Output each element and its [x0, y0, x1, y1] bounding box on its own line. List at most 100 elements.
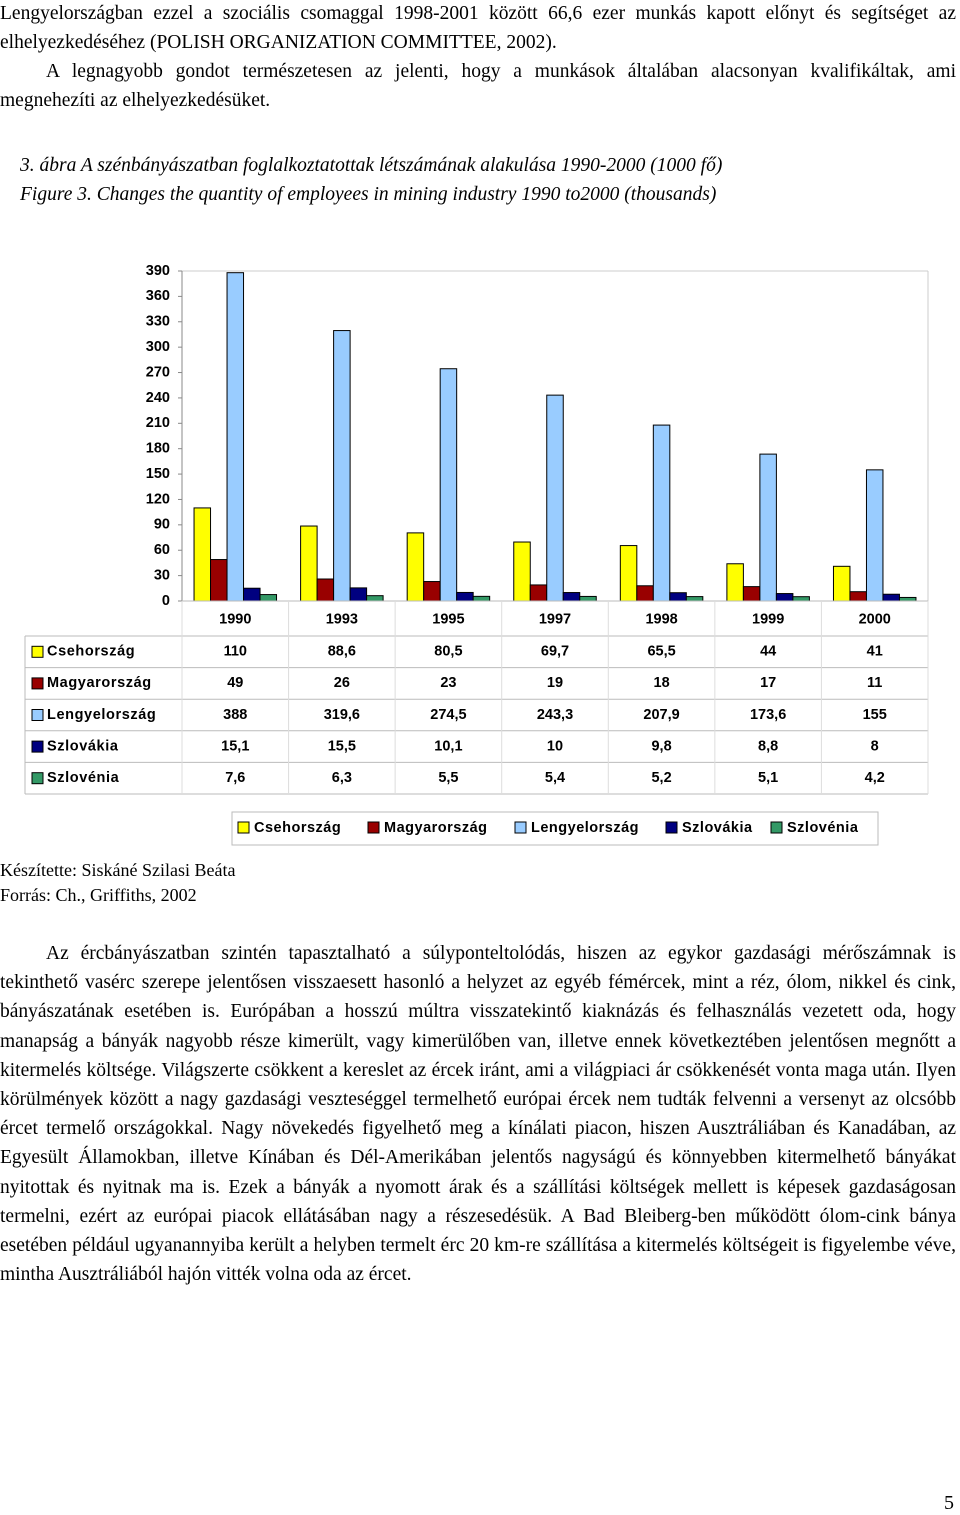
bar — [742, 586, 761, 602]
legend-swatch — [367, 821, 380, 834]
bar — [619, 545, 638, 602]
y-tick-label: 30 — [154, 567, 170, 583]
y-tick-label: 90 — [154, 517, 170, 533]
bar — [562, 592, 581, 602]
row-label: Csehország — [47, 644, 135, 660]
table-cell: 18 — [654, 675, 670, 691]
y-tick-label: 0 — [162, 593, 170, 609]
y-tick-label: 390 — [146, 263, 170, 279]
table-cell: 6,3 — [332, 770, 352, 786]
bar — [472, 595, 491, 602]
x-tick-label: 1990 — [219, 611, 251, 627]
table-cell: 110 — [224, 644, 247, 660]
legend-swatch — [237, 821, 250, 834]
table-cell: 10,1 — [434, 738, 462, 754]
bar — [882, 593, 900, 602]
table-cell: 49 — [227, 675, 243, 691]
x-tick-label: 1993 — [326, 611, 358, 627]
bar — [349, 587, 368, 602]
table-cell: 88,6 — [328, 644, 356, 660]
row-label: Magyarország — [47, 675, 152, 691]
paragraph: Lengyelországban ezzel a szociális csoma… — [0, 3, 956, 54]
table-cell: 8,8 — [758, 738, 778, 754]
table-cell: 9,8 — [651, 738, 671, 754]
bar — [726, 563, 744, 602]
table-cell: 243,3 — [537, 707, 573, 723]
legend-swatch — [31, 677, 44, 690]
figure-caption: 3. ábra A szénbányászatban foglalkoztato… — [20, 155, 723, 176]
bar — [546, 394, 564, 602]
bar — [652, 424, 671, 602]
legend-swatch — [514, 821, 527, 834]
table-cell: 5,5 — [438, 770, 458, 786]
y-tick-label: 300 — [146, 339, 170, 355]
table-cell: 19 — [547, 675, 563, 691]
chart: 0306090120150180210240270300330360390199… — [24, 263, 929, 846]
x-tick-label: 1998 — [645, 611, 677, 627]
legend-swatch — [31, 740, 44, 753]
bar — [832, 565, 851, 602]
figure-caption: Figure 3. Changes the quantity of employ… — [20, 184, 717, 205]
x-tick-label: 2000 — [859, 611, 891, 627]
table-cell: 10 — [547, 738, 563, 754]
bar — [259, 594, 278, 602]
y-tick-label: 330 — [146, 314, 170, 330]
row-label: Szlovákia — [47, 738, 119, 754]
table-border — [25, 601, 928, 794]
y-tick-label: 150 — [146, 466, 170, 482]
legend-swatch — [31, 772, 44, 785]
table-cell: 15,5 — [328, 738, 356, 754]
table-cell: 8 — [871, 738, 879, 754]
page-number: 5 — [944, 1492, 954, 1514]
bar — [513, 541, 531, 602]
x-tick-label: 1997 — [539, 611, 571, 627]
bar — [529, 584, 548, 602]
row-label: Lengyelország — [47, 707, 156, 723]
table-cell: 319,6 — [324, 707, 360, 723]
legend-label: Magyarország — [384, 820, 488, 836]
x-tick-label: 1995 — [432, 611, 464, 627]
bar — [669, 592, 687, 602]
table-cell: 41 — [867, 644, 883, 660]
table-cell: 274,5 — [430, 707, 466, 723]
bar — [423, 581, 441, 602]
legend-box — [231, 811, 879, 846]
legend-swatch — [770, 821, 783, 834]
paragraph: Az ércbányászatban szintén tapasztalható… — [0, 943, 956, 1286]
legend-label: Szlovákia — [682, 820, 753, 836]
table-cell: 23 — [440, 675, 456, 691]
table-cell: 69,7 — [541, 644, 569, 660]
legend-label: Csehország — [254, 820, 341, 836]
table-cell: 44 — [760, 644, 776, 660]
table-cell: 11 — [867, 675, 882, 691]
bar — [792, 596, 810, 602]
bar — [243, 587, 261, 602]
legend-swatch — [31, 645, 44, 658]
table-cell: 207,9 — [643, 707, 679, 723]
y-tick-label: 270 — [146, 364, 170, 380]
x-tick-label: 1999 — [752, 611, 784, 627]
y-tick-label: 120 — [146, 491, 170, 507]
table-cell: 5,1 — [758, 770, 778, 786]
bar — [636, 585, 654, 602]
bar — [685, 596, 704, 602]
bar — [316, 578, 335, 602]
y-tick-label: 60 — [154, 542, 170, 558]
table-cell: 7,6 — [225, 770, 245, 786]
bar — [406, 532, 425, 602]
bar — [210, 559, 228, 602]
bar — [849, 591, 867, 602]
credit: Készítette: Siskáné Szilasi Beáta — [0, 860, 236, 880]
y-tick-label: 360 — [146, 288, 170, 304]
table-cell: 4,2 — [865, 770, 885, 786]
paragraph: A legnagyobb gondot természetesen az jel… — [0, 61, 956, 112]
bar — [333, 330, 351, 602]
bar — [226, 272, 245, 602]
bar — [759, 453, 777, 602]
table-cell: 65,5 — [647, 644, 675, 660]
table-cell: 173,6 — [750, 707, 786, 723]
row-label: Szlovénia — [47, 770, 120, 786]
y-tick-label: 210 — [146, 415, 170, 431]
y-tick-label: 240 — [146, 390, 170, 406]
